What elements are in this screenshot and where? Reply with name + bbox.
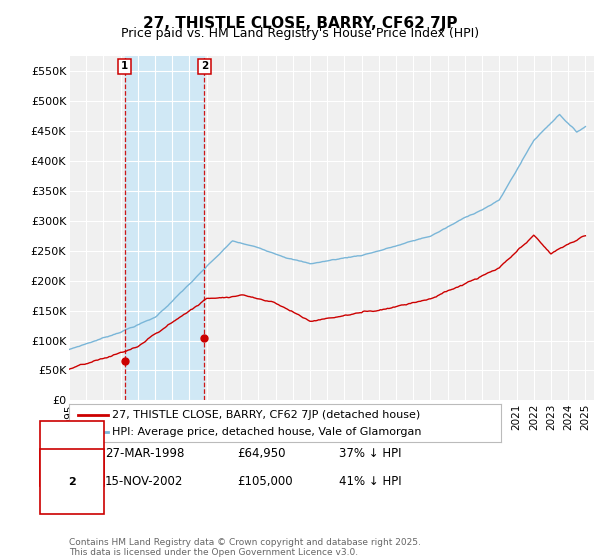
Text: 37% ↓ HPI: 37% ↓ HPI	[339, 447, 401, 460]
Text: 41% ↓ HPI: 41% ↓ HPI	[339, 475, 401, 488]
Text: 27, THISTLE CLOSE, BARRY, CF62 7JP (detached house): 27, THISTLE CLOSE, BARRY, CF62 7JP (deta…	[112, 409, 421, 419]
Text: 27, THISTLE CLOSE, BARRY, CF62 7JP: 27, THISTLE CLOSE, BARRY, CF62 7JP	[143, 16, 457, 31]
Text: HPI: Average price, detached house, Vale of Glamorgan: HPI: Average price, detached house, Vale…	[112, 427, 422, 437]
Text: Contains HM Land Registry data © Crown copyright and database right 2025.
This d: Contains HM Land Registry data © Crown c…	[69, 538, 421, 557]
Text: 1: 1	[68, 449, 76, 459]
Text: 1: 1	[121, 61, 128, 71]
Text: 15-NOV-2002: 15-NOV-2002	[105, 475, 184, 488]
Text: 2: 2	[201, 61, 208, 71]
Text: £105,000: £105,000	[237, 475, 293, 488]
Text: 27-MAR-1998: 27-MAR-1998	[105, 447, 184, 460]
Text: 2: 2	[68, 477, 76, 487]
Text: Price paid vs. HM Land Registry's House Price Index (HPI): Price paid vs. HM Land Registry's House …	[121, 27, 479, 40]
Text: £64,950: £64,950	[237, 447, 286, 460]
Bar	[125, 56, 205, 400]
